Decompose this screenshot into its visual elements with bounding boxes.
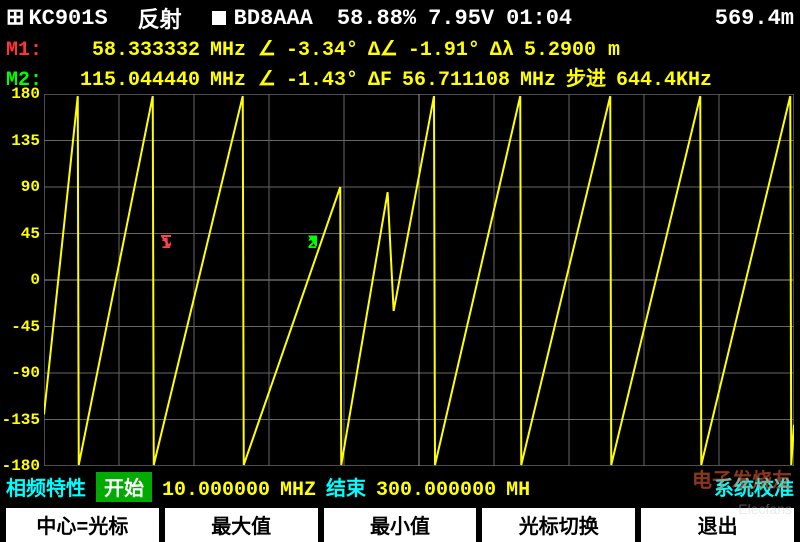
m2-df-unit: MHz <box>520 69 556 92</box>
m1-wl-sym: Δλ <box>490 39 514 62</box>
marker1-row: M1: 58.333332 MHz ∠ -3.34° Δ∠ -1.91° Δλ … <box>0 36 800 62</box>
distance-label: 569.4m <box>715 6 794 31</box>
m1-angle-sym: ∠ <box>246 39 276 62</box>
trace-svg <box>44 94 794 466</box>
start-unit: MHZ <box>280 479 316 502</box>
freq-span-row: 相频特性 开始 10.000000 MHZ 结束 300.000000 MH 系… <box>0 470 800 504</box>
y-axis-labels: 18013590450-45-90-135-180 <box>0 92 42 470</box>
plot-area[interactable]: 1 2 <box>44 94 794 466</box>
end-freq: 300.000000 <box>376 479 496 502</box>
time-label: 01:04 <box>506 6 572 31</box>
btn-min[interactable]: 最小值 <box>324 508 477 542</box>
m2-freq: 115.044440 <box>50 69 200 92</box>
header-bar: ⊞ KC901S 反射 BD8AAA 58.88% 7.95V 01:04 56… <box>0 0 800 36</box>
square-icon <box>212 11 226 25</box>
marker1-icon[interactable]: 1 <box>161 235 171 249</box>
m2-step: 644.4KHz <box>616 69 712 92</box>
percent-label: 58.88% <box>337 6 416 31</box>
logo-icon: ⊞ <box>6 5 24 31</box>
mode-label-bottom: 相频特性 <box>6 472 86 502</box>
m2-angle-sym: ∠ <box>246 69 276 92</box>
btn-cursor-toggle[interactable]: 光标切换 <box>482 508 635 542</box>
marker2-row: M2: 115.044440 MHz ∠ -1.43° ΔF 56.711108… <box>0 62 800 92</box>
m1-unit: MHz <box>210 39 246 62</box>
m1-label: M1: <box>6 39 40 62</box>
start-label[interactable]: 开始 <box>96 472 152 502</box>
softkey-bar: 中心=光标 最大值 最小值 光标切换 退出 <box>0 504 800 542</box>
watermark-main: 电子发烧友 <box>692 464 792 493</box>
m1-angle1: -3.34° <box>286 39 358 62</box>
start-freq: 10.000000 <box>162 479 270 502</box>
m1-dangle-sym: Δ∠ <box>368 36 398 62</box>
marker2-icon[interactable]: 2 <box>308 235 318 249</box>
voltage-label: 7.95V <box>428 6 494 31</box>
btn-center-cursor[interactable]: 中心=光标 <box>6 508 159 542</box>
m1-freq: 58.333332 <box>50 39 200 62</box>
m1-angle2: -1.91° <box>408 39 480 62</box>
mode-label: 反射 <box>138 2 182 34</box>
m1-wl: 5.2900 m <box>524 39 620 62</box>
m2-df-sym: ΔF <box>368 69 392 92</box>
end-label: 结束 <box>326 472 366 502</box>
chart-area[interactable]: 18013590450-45-90-135-180 1 2 <box>0 92 800 470</box>
watermark-sub: Elecfans <box>738 501 792 517</box>
m2-unit: MHz <box>210 69 246 92</box>
callsign-label: BD8AAA <box>234 6 313 31</box>
m2-df: 56.711108 <box>402 69 510 92</box>
btn-max[interactable]: 最大值 <box>165 508 318 542</box>
m2-angle1: -1.43° <box>286 69 358 92</box>
m2-step-label: 步进 <box>566 62 606 92</box>
model-label: KC901S <box>28 6 107 31</box>
end-unit: MH <box>506 479 530 502</box>
